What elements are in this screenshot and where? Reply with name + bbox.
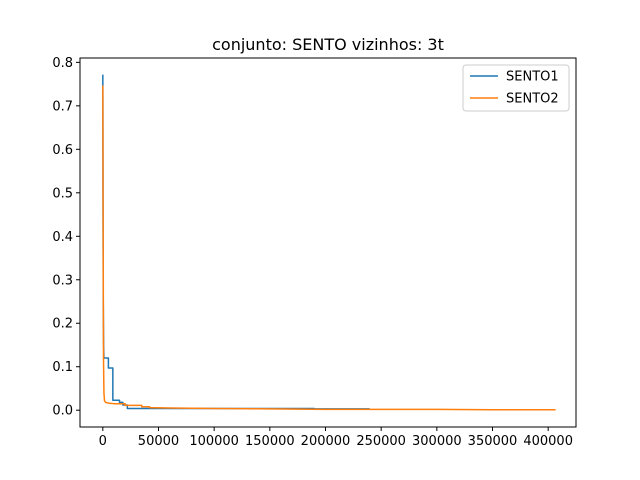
y-axis: 0.0 0.1 0.2 0.3 0.4 0.5 0.6 0.7 0.8 — [52, 56, 80, 419]
x-tick-label: 300000 — [412, 434, 462, 449]
x-tick-label: 100000 — [189, 434, 239, 449]
y-tick-label: 0.6 — [52, 143, 73, 158]
series-line-sento2 — [102, 85, 556, 411]
x-tick-label: 0 — [99, 434, 107, 449]
legend-entry-label: SENTO1 — [506, 70, 559, 85]
x-tick-label: 350000 — [468, 434, 518, 449]
series-layer — [102, 74, 556, 411]
y-tick-label: 0.5 — [52, 186, 73, 201]
y-tick-label: 0.0 — [52, 404, 73, 419]
plot-area: 0 50000 100000 150000 200000 250000 300000 3500… — [52, 56, 577, 449]
y-tick-label: 0.8 — [52, 56, 73, 71]
x-tick-label: 250000 — [356, 434, 406, 449]
legend: SENTO1 SENTO2 — [462, 64, 570, 112]
y-tick-label: 0.4 — [52, 230, 73, 245]
x-tick-label: 200000 — [301, 434, 351, 449]
chart-title: conjunto: SENTO vizinhos: 3t — [212, 35, 444, 54]
x-tick-label: 50000 — [138, 434, 179, 449]
axes-frame — [79, 57, 577, 428]
y-tick-label: 0.3 — [52, 273, 73, 288]
y-tick-label: 0.7 — [52, 99, 73, 114]
x-tick-label: 150000 — [245, 434, 295, 449]
x-axis: 0 50000 100000 150000 200000 250000 300000 3500… — [99, 427, 573, 449]
legend-entry-label: SENTO2 — [506, 92, 559, 107]
x-tick-label: 400000 — [523, 434, 573, 449]
y-tick-label: 0.1 — [52, 360, 73, 375]
y-tick-label: 0.2 — [52, 317, 73, 332]
